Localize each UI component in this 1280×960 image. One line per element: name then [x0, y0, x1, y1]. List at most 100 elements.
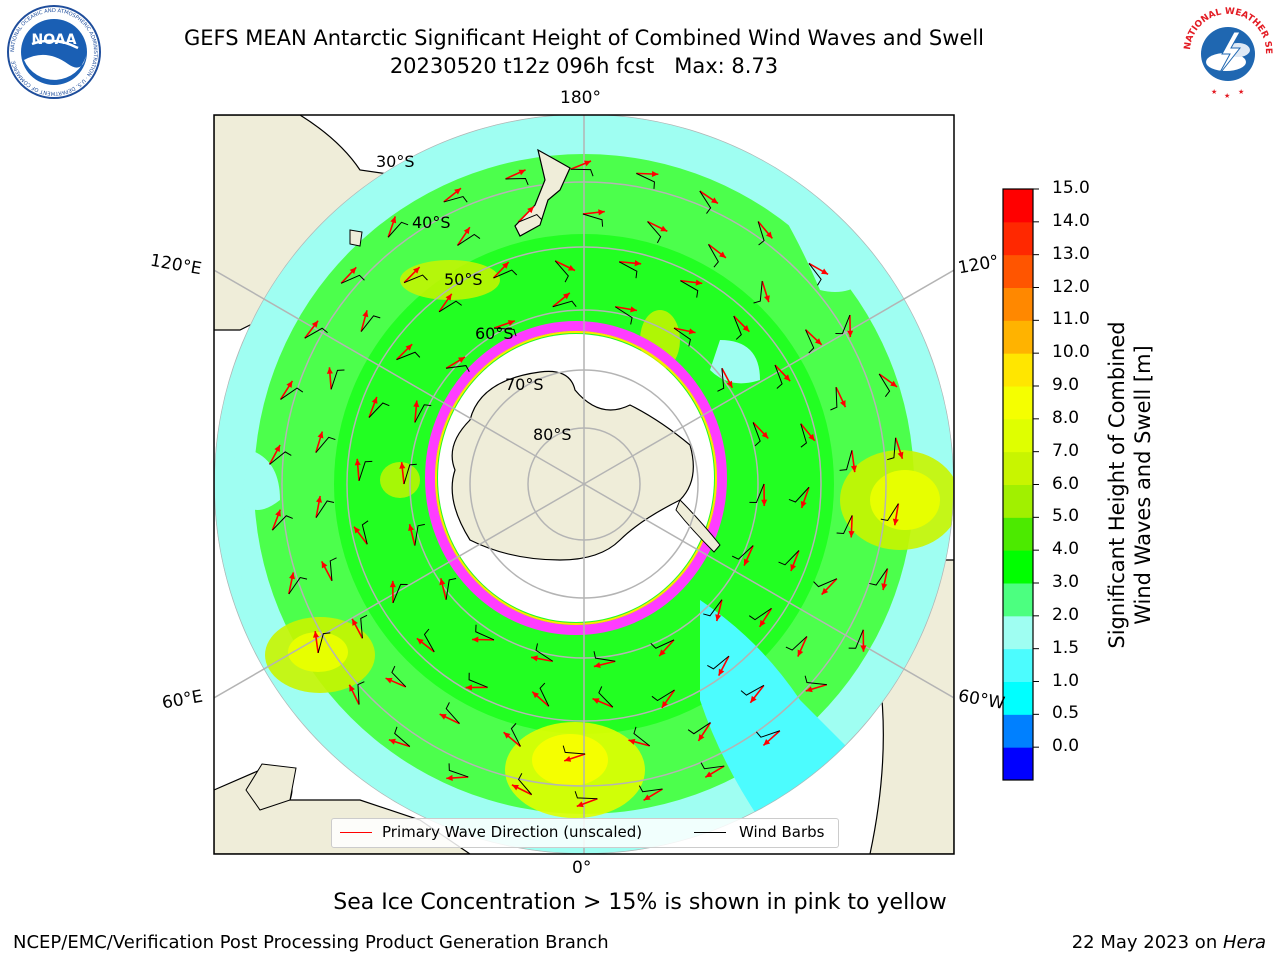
wind-barb — [651, 689, 675, 702]
nws-logo: NATIONAL WEATHER SERVICE ★★★ — [1178, 2, 1275, 100]
wave-direction-arrowhead — [389, 580, 396, 588]
svg-text:★: ★ — [1224, 92, 1230, 100]
noaa-wordmark: NOAA — [32, 32, 77, 48]
wind-barb — [887, 437, 897, 461]
colorbar-segment — [1003, 451, 1033, 485]
wave-direction-arrowhead — [598, 209, 605, 216]
wave-direction-arrowhead — [628, 738, 636, 745]
wind-barb — [785, 636, 808, 651]
wave-direction-legend-label: Primary Wave Direction (unscaled) — [382, 823, 643, 841]
wave-direction-arrowhead — [531, 655, 538, 662]
wave-direction-arrowhead — [661, 701, 668, 708]
noaa-logo: NATIONAL OCEANIC AND ATMOSPHERIC ADMINIS… — [7, 5, 101, 99]
wave-direction-arrowhead — [848, 530, 855, 538]
wind-barb — [445, 577, 457, 600]
wind-barb — [869, 568, 888, 586]
wind-barb — [805, 329, 815, 354]
wind-barb — [272, 515, 293, 531]
wind-barb — [554, 260, 569, 283]
wave-direction-arrowhead — [439, 578, 446, 586]
colorbar-tick-label: 14.0 — [1052, 210, 1090, 231]
colorbar-tick-label: 7.0 — [1052, 440, 1080, 461]
wave-direction-arrowhead — [847, 330, 854, 338]
wave-direction-arrowhead — [800, 501, 807, 508]
wave-direction-arrowhead — [659, 649, 666, 657]
wave-direction-arrowhead — [759, 619, 766, 627]
wind-barb — [468, 672, 488, 688]
wave-direction-arrowhead — [726, 380, 733, 388]
wind-barb — [878, 373, 891, 397]
wind-barb — [396, 351, 421, 361]
wind-barb — [304, 327, 328, 339]
wave-direction-arrowhead — [695, 279, 703, 286]
wave-direction-legend-line — [340, 832, 372, 833]
lat-label-60s: 60°S — [475, 324, 514, 343]
wave-direction-arrowhead — [472, 636, 479, 643]
wave-direction-arrowhead — [593, 662, 601, 668]
wave-direction-arrowhead — [275, 509, 281, 517]
wave-direction-arrowhead — [719, 251, 726, 258]
wind-barb — [752, 422, 761, 447]
meridian-label-180: 180° — [560, 88, 601, 108]
wind-barb — [340, 274, 365, 284]
wind-barb — [394, 726, 411, 747]
wind-barb — [552, 300, 577, 308]
wind-barb — [687, 722, 711, 735]
new-zealand-land — [514, 148, 571, 237]
colorbar-tick-label: 13.0 — [1052, 243, 1090, 264]
wave-direction-arrowhead — [592, 698, 600, 704]
wave-direction-arrowhead — [705, 771, 713, 778]
colorbar-tick-label: 2.0 — [1052, 604, 1080, 625]
wind-barb — [475, 624, 495, 641]
wave-direction-arrowhead — [446, 774, 453, 782]
lat-label-70s: 70°S — [505, 375, 544, 394]
wind-barb — [510, 723, 521, 747]
wave-direction-arrowhead — [660, 225, 668, 232]
wave-direction-arrowhead — [371, 396, 378, 404]
wind-barb — [315, 500, 335, 518]
wave-direction-arrowhead — [892, 518, 899, 526]
footer-date: 22 May 2023 on Hera — [1071, 932, 1266, 953]
colorbar-tick-label: 1.5 — [1052, 637, 1080, 658]
wave-direction-arrowhead — [808, 433, 815, 441]
lat-label-80s: 80°S — [533, 425, 572, 444]
wave-direction-arrowhead — [718, 668, 725, 676]
wind-barb — [493, 269, 518, 279]
colorbar-segment — [1003, 648, 1033, 682]
wind-barb — [633, 726, 651, 747]
wind-barb — [562, 745, 586, 755]
colorbar-tick-label: 11.0 — [1052, 309, 1090, 330]
chart-title: GEFS MEAN Antarctic Significant Height o… — [183, 26, 985, 50]
wave-direction-arrowhead — [289, 572, 296, 580]
colorbar-tick-label: 15.0 — [1052, 178, 1090, 198]
map-legend: Primary Wave Direction (unscaled) Wind B… — [331, 818, 839, 848]
wave-direction-arrowhead — [839, 400, 846, 408]
wind-barb — [423, 628, 435, 653]
meridian-gridlines — [214, 115, 954, 854]
wave-direction-arrowhead — [821, 587, 829, 595]
wave-direction-arrowhead — [465, 684, 472, 691]
lat-label-30s: 30°S — [376, 152, 415, 171]
wind-barb — [387, 221, 409, 238]
lat-label-40s: 40°S — [412, 213, 451, 232]
wind-barb — [361, 520, 369, 545]
wind-barb — [804, 675, 827, 686]
colorbar-tick-label: 9.0 — [1052, 375, 1080, 395]
wind-barb — [731, 545, 754, 560]
wind-barb — [403, 274, 428, 284]
wave-direction-arrowhead — [743, 558, 750, 566]
svg-text:★: ★ — [1211, 88, 1217, 96]
wind-barb — [835, 314, 851, 335]
wind-barb — [755, 730, 780, 738]
wind-barb — [733, 315, 742, 340]
wind-barb — [808, 263, 822, 286]
colorbar-segment — [1003, 747, 1033, 781]
wind-barb — [836, 515, 853, 535]
wave-direction-arrowhead — [463, 227, 470, 235]
wind-barb — [457, 233, 481, 246]
wave-direction-arrowhead — [502, 262, 509, 269]
wave-direction-arrowhead — [860, 645, 867, 652]
wave-direction-arrowhead — [763, 738, 771, 746]
wind-barb — [357, 681, 365, 705]
wave-direction-arrowhead — [750, 695, 757, 703]
